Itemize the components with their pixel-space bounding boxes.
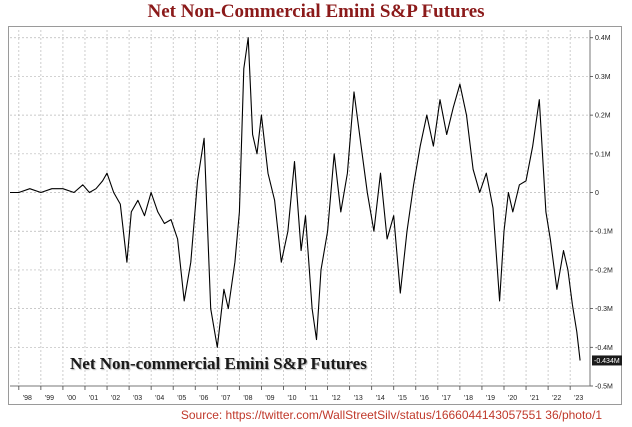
- x-tick-label: '02: [111, 395, 120, 402]
- x-tick-label: '01: [89, 395, 98, 402]
- y-tick-label: -0.1M: [595, 229, 613, 236]
- x-tick-label: '14: [376, 395, 385, 402]
- y-tick-label: 0.1M: [595, 151, 611, 158]
- x-tick-label: '99: [45, 395, 54, 402]
- x-tick-label: '98: [23, 395, 32, 402]
- x-tick-label: '20: [508, 395, 517, 402]
- x-tick-label: '19: [486, 395, 495, 402]
- x-tick-label: '00: [67, 395, 76, 402]
- x-tick-label: '05: [177, 395, 186, 402]
- chart-inset-label: Net Non-commercial Emini S&P Futures: [70, 354, 367, 373]
- source-link[interactable]: Source: https://twitter.com/WallStreetSi…: [180, 408, 602, 422]
- x-tick-label: '09: [265, 395, 274, 402]
- y-tick-label: 0: [595, 190, 599, 197]
- x-tick-label: '17: [442, 395, 451, 402]
- x-tick-label: '07: [221, 395, 230, 402]
- chart-frame: [8, 26, 622, 405]
- x-tick-label: '08: [243, 395, 252, 402]
- x-tick-label: '03: [133, 395, 142, 402]
- x-tick-label: '16: [420, 395, 429, 402]
- y-tick-label: 0.3M: [595, 74, 611, 81]
- last-value-label: -0.434M: [594, 358, 620, 365]
- x-tick-label: '04: [155, 395, 164, 402]
- x-tick-label: '18: [464, 395, 473, 402]
- y-tick-label: -0.2M: [595, 267, 613, 274]
- x-tick-label: '11: [310, 395, 319, 402]
- series-line: [10, 37, 581, 361]
- x-tick-label: '23: [574, 395, 583, 402]
- y-tick-label: -0.5M: [595, 384, 613, 391]
- x-tick-label: '22: [552, 395, 561, 402]
- chart-title: Net Non-Commercial Emini S&P Futures: [147, 1, 485, 22]
- x-tick-label: '06: [199, 395, 208, 402]
- x-tick-label: '21: [530, 395, 539, 402]
- x-tick-label: '13: [354, 395, 363, 402]
- x-tick-label: '15: [398, 395, 407, 402]
- last-value-badge: [592, 355, 622, 366]
- x-tick-label: '10: [287, 395, 296, 402]
- y-tick-label: -0.4M: [595, 345, 613, 352]
- y-tick-label: 0.2M: [595, 113, 611, 120]
- y-tick-label: -0.3M: [595, 306, 613, 313]
- y-tick-label: 0.4M: [595, 35, 611, 42]
- x-tick-label: '12: [332, 395, 341, 402]
